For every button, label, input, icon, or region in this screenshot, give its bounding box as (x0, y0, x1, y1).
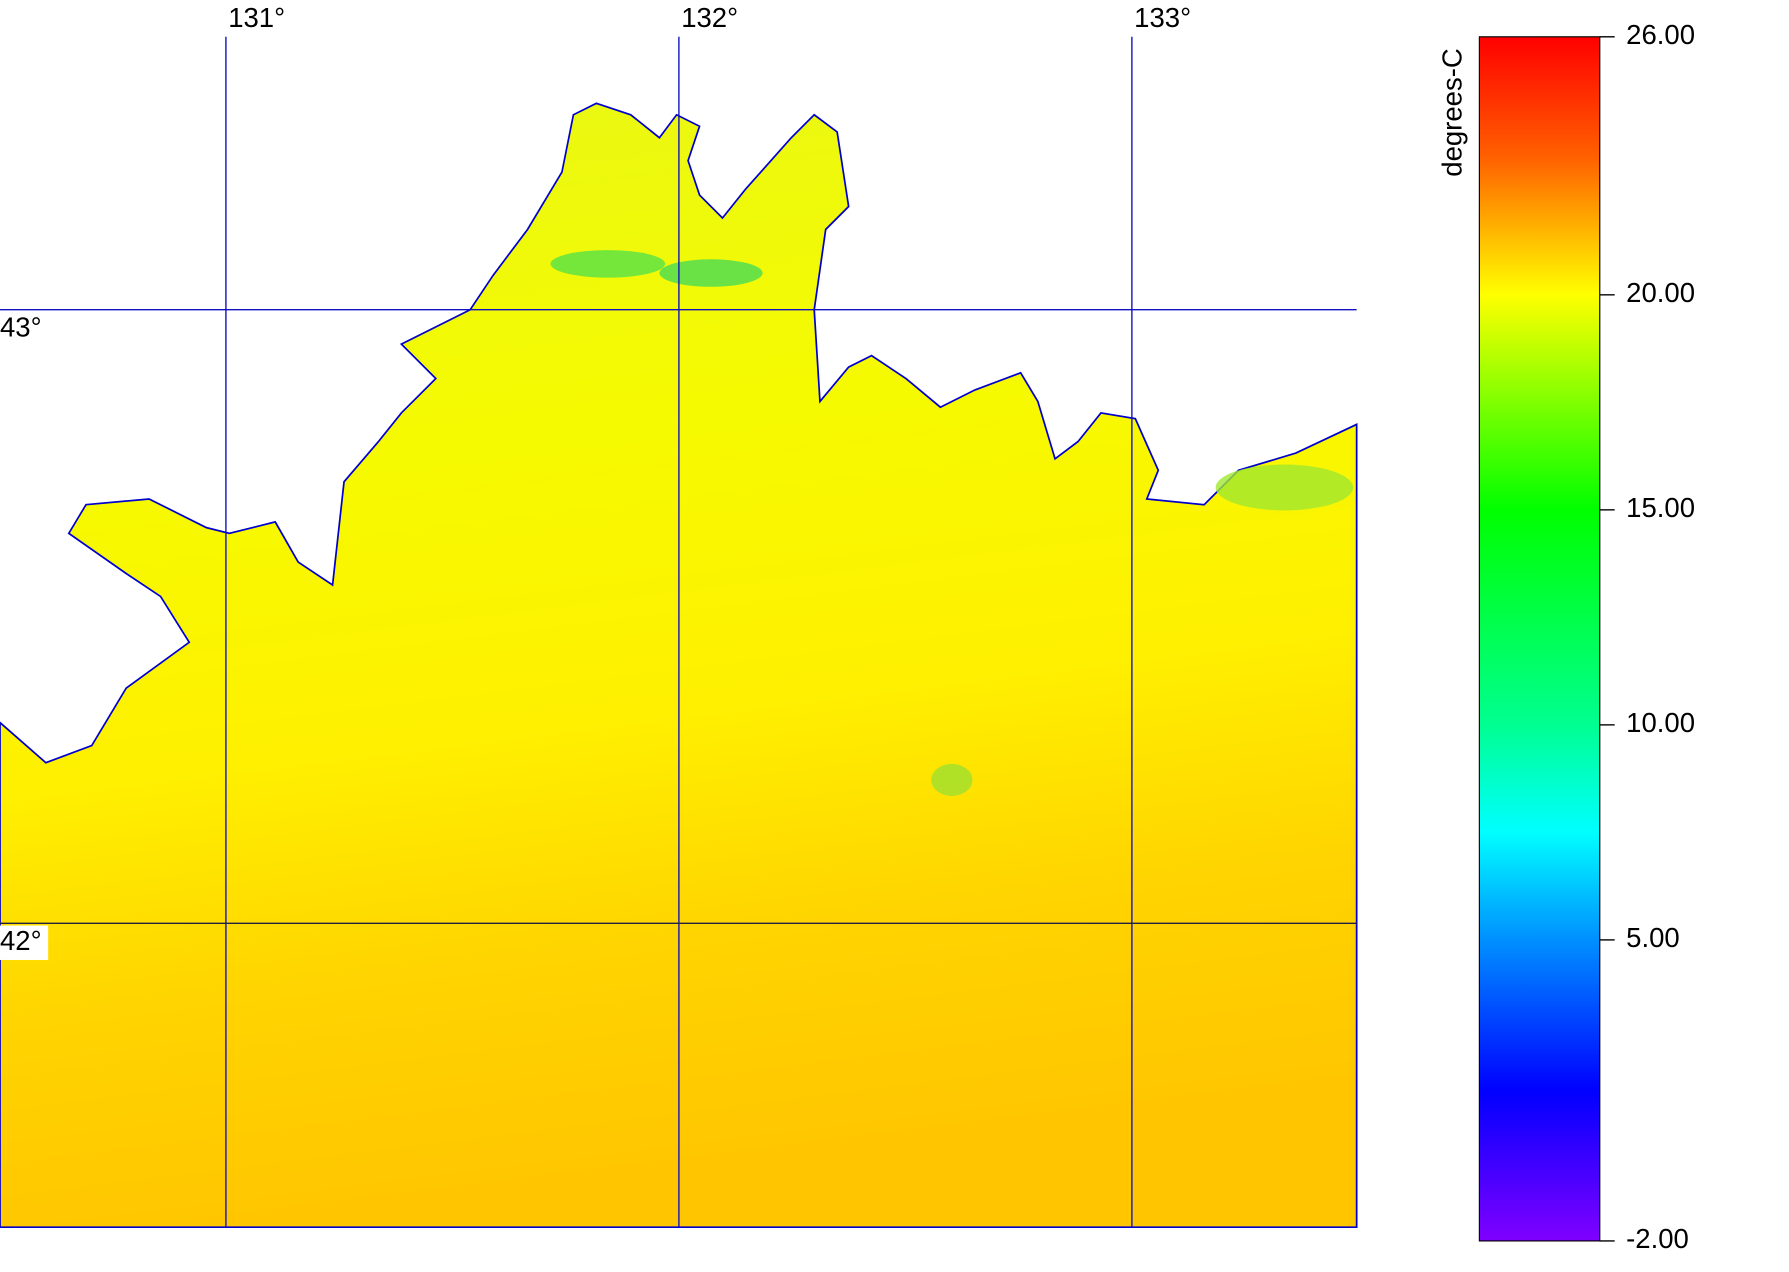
latitude-label: 42° (0, 925, 42, 956)
colorbar-tick-label: 15.00 (1626, 492, 1695, 523)
colorbar-tick-label: 26.00 (1626, 19, 1695, 50)
colorbar-tick-label: 5.00 (1626, 922, 1680, 953)
colorbar-tick-label: -2.00 (1626, 1223, 1689, 1254)
longitude-label: 132° (681, 2, 738, 33)
latitude-label: 43° (0, 311, 42, 342)
cool-patch (931, 763, 973, 796)
longitude-label: 131° (228, 2, 285, 33)
colorbar (1478, 36, 1601, 1242)
cool-patch (550, 250, 666, 278)
cool-patch (659, 259, 763, 287)
longitude-label: 133° (1134, 2, 1191, 33)
cool-patch (1215, 464, 1354, 511)
label-bg (0, 312, 49, 347)
colorbar-tick-label: 10.00 (1626, 707, 1695, 738)
colorbar-tick-label: 20.00 (1626, 277, 1695, 308)
label-bg (0, 925, 49, 960)
colorbar-label: degrees-C (1436, 48, 1467, 176)
